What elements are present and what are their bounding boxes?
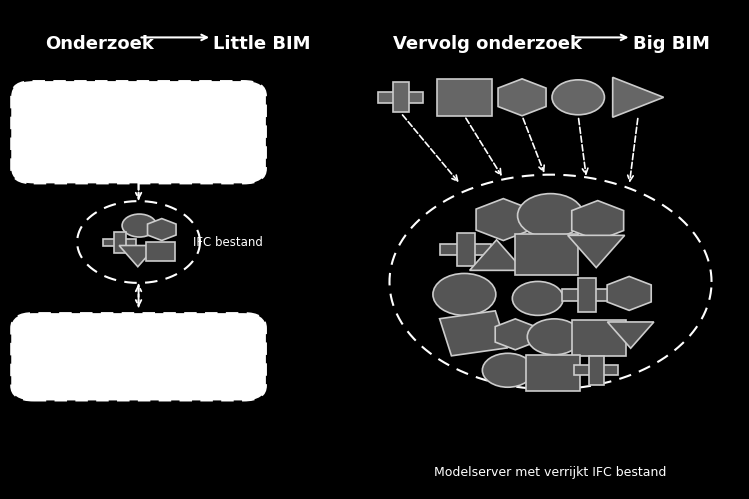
Polygon shape bbox=[457, 233, 475, 266]
Polygon shape bbox=[378, 92, 423, 103]
Polygon shape bbox=[571, 201, 624, 241]
Text: IFC bestand: IFC bestand bbox=[193, 236, 263, 249]
Polygon shape bbox=[146, 242, 175, 261]
Polygon shape bbox=[470, 240, 524, 270]
Polygon shape bbox=[437, 79, 492, 116]
Polygon shape bbox=[148, 219, 176, 241]
Circle shape bbox=[527, 319, 581, 355]
Text: Modelserver met verrijkt IFC bestand: Modelserver met verrijkt IFC bestand bbox=[434, 466, 667, 479]
Polygon shape bbox=[589, 356, 604, 385]
FancyBboxPatch shape bbox=[11, 313, 266, 400]
Polygon shape bbox=[393, 82, 409, 112]
Polygon shape bbox=[613, 77, 664, 117]
Text: Vervolg onderzoek: Vervolg onderzoek bbox=[393, 35, 582, 53]
Circle shape bbox=[512, 281, 563, 315]
Text: Onderzoek: Onderzoek bbox=[45, 35, 154, 53]
FancyBboxPatch shape bbox=[11, 81, 266, 184]
Polygon shape bbox=[607, 276, 651, 310]
Circle shape bbox=[552, 80, 604, 115]
Polygon shape bbox=[562, 289, 613, 301]
Polygon shape bbox=[578, 278, 596, 312]
Text: Big BIM: Big BIM bbox=[633, 35, 710, 53]
Polygon shape bbox=[526, 355, 580, 391]
Polygon shape bbox=[119, 246, 157, 267]
Polygon shape bbox=[572, 320, 626, 356]
Polygon shape bbox=[476, 199, 530, 241]
Polygon shape bbox=[574, 365, 618, 375]
Polygon shape bbox=[114, 232, 126, 253]
Circle shape bbox=[518, 194, 583, 238]
Polygon shape bbox=[607, 322, 654, 348]
Circle shape bbox=[482, 353, 533, 387]
Polygon shape bbox=[498, 79, 546, 116]
Circle shape bbox=[433, 273, 496, 315]
Polygon shape bbox=[568, 236, 625, 267]
Polygon shape bbox=[440, 244, 491, 255]
Polygon shape bbox=[103, 239, 136, 247]
Polygon shape bbox=[440, 311, 507, 356]
Text: Little BIM: Little BIM bbox=[213, 35, 311, 53]
Circle shape bbox=[122, 214, 157, 237]
Polygon shape bbox=[515, 234, 578, 275]
Polygon shape bbox=[495, 319, 536, 350]
